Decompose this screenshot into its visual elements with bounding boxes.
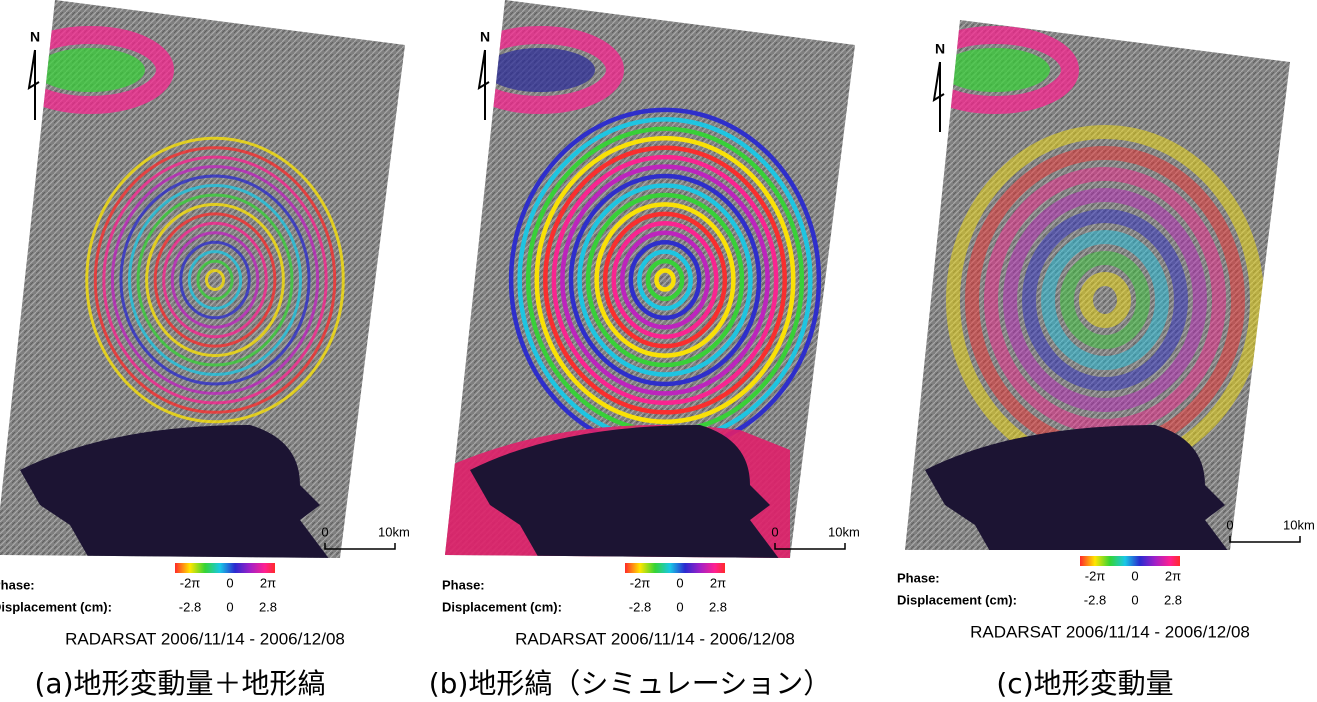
north-arrow bbox=[29, 50, 39, 120]
phase-label: Phase: bbox=[442, 577, 485, 592]
phase-tick: 0 bbox=[1131, 568, 1138, 583]
north-arrow bbox=[479, 50, 489, 120]
panel: N 0 10km Phase: Displacement (cm): -2π 0 2π -2.8… bbox=[429, 0, 860, 700]
displacement-tick: 2.8 bbox=[1164, 592, 1182, 607]
interferogram bbox=[0, 0, 410, 560]
fringe-corner bbox=[485, 48, 595, 92]
phase-tick: -2π bbox=[1085, 568, 1106, 583]
colorbar bbox=[175, 563, 275, 573]
scale-start: 0 bbox=[1226, 517, 1233, 532]
displacement-label: Displacement (cm): bbox=[442, 599, 562, 614]
displacement-label: Displacement (cm): bbox=[897, 592, 1017, 607]
interferogram bbox=[895, 0, 1315, 560]
north-label: N bbox=[480, 29, 490, 45]
phase-tick: 2π bbox=[710, 575, 726, 590]
scale-start: 0 bbox=[771, 524, 778, 539]
figure: N 0 10km Phase: Displacement (cm): -2π 0 2π -2.8… bbox=[0, 0, 1317, 702]
phase-tick: 2π bbox=[260, 575, 276, 590]
period: RADARSAT 2006/11/14 - 2006/12/08 bbox=[515, 629, 795, 648]
period: RADARSAT 2006/11/14 - 2006/12/08 bbox=[970, 622, 1250, 641]
panel: N 0 10km Phase: Displacement (cm): -2π 0 2π -2.8… bbox=[0, 0, 410, 700]
displacement-tick: -2.8 bbox=[179, 599, 201, 614]
phase-tick: -2π bbox=[630, 575, 651, 590]
fringe-corner bbox=[35, 48, 145, 92]
colorbar bbox=[625, 563, 725, 573]
displacement-tick: 2.8 bbox=[709, 599, 727, 614]
scale-start: 0 bbox=[321, 524, 328, 539]
fringe-corner bbox=[940, 48, 1050, 92]
displacement-tick: 0 bbox=[226, 599, 233, 614]
period: RADARSAT 2006/11/14 - 2006/12/08 bbox=[65, 629, 345, 648]
caption: (a)地形変動量＋地形縞 bbox=[34, 667, 325, 700]
interferogram bbox=[440, 0, 860, 560]
north-label: N bbox=[935, 41, 945, 57]
phase-tick: 0 bbox=[676, 575, 683, 590]
scale-end: 10km bbox=[1283, 517, 1315, 532]
panel: N 0 10km Phase: Displacement (cm): -2π 0 2π -2.8… bbox=[895, 0, 1315, 700]
phase-tick: 2π bbox=[1165, 568, 1181, 583]
displacement-tick: 2.8 bbox=[259, 599, 277, 614]
north-label: N bbox=[30, 29, 40, 45]
scale-end: 10km bbox=[378, 524, 410, 539]
north-arrow bbox=[934, 62, 944, 132]
displacement-tick: 0 bbox=[1131, 592, 1138, 607]
phase-tick: -2π bbox=[180, 575, 201, 590]
phase-label: Phase: bbox=[897, 570, 940, 585]
phase-tick: 0 bbox=[226, 575, 233, 590]
displacement-tick: 0 bbox=[676, 599, 683, 614]
displacement-label: Displacement (cm): bbox=[0, 599, 112, 614]
displacement-tick: -2.8 bbox=[629, 599, 651, 614]
caption: (b)地形縞（シミュレーション） bbox=[429, 667, 832, 700]
colorbar bbox=[1080, 556, 1180, 566]
scale-end: 10km bbox=[828, 524, 860, 539]
caption: (c)地形変動量 bbox=[996, 667, 1173, 700]
phase-label: Phase: bbox=[0, 577, 35, 592]
scale-bar bbox=[1230, 536, 1300, 542]
displacement-tick: -2.8 bbox=[1084, 592, 1106, 607]
